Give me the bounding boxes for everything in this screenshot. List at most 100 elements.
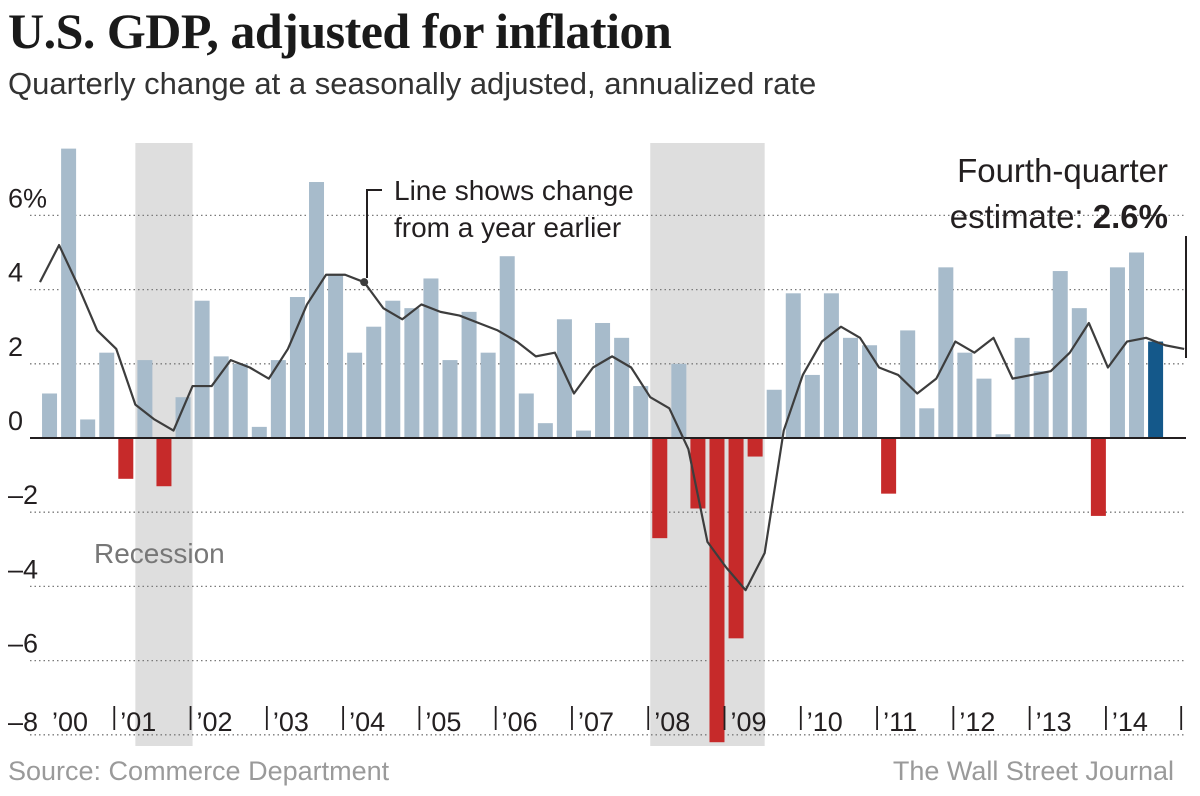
gdp-bar <box>194 300 210 438</box>
gdp-bar <box>80 419 96 438</box>
gdp-bar <box>175 397 191 438</box>
gdp-bar <box>461 311 477 438</box>
y-tick-label: 2 <box>8 332 23 362</box>
estimate-label-text: estimate: <box>950 198 1093 235</box>
year-over-year-line <box>39 243 1185 592</box>
x-tick-label: ’00 <box>52 707 88 737</box>
estimate-annotation: Fourth-quarter estimate: 2.6% <box>950 152 1187 358</box>
gdp-bar <box>556 319 572 438</box>
gdp-bar <box>232 363 248 438</box>
gdp-bar <box>842 337 858 438</box>
gdp-bar <box>404 308 420 438</box>
gdp-bar <box>347 352 363 438</box>
y-tick-label: 0 <box>8 406 23 436</box>
gdp-bar <box>42 393 58 438</box>
gdp-bar <box>919 408 935 438</box>
yoy-line <box>39 243 1185 592</box>
source-note: Source: Commerce Department <box>8 756 390 786</box>
gdp-bar <box>938 267 954 438</box>
estimate-value: 2.6% <box>1093 198 1168 235</box>
x-tick-label: ’06 <box>502 707 538 737</box>
gdp-bar <box>251 426 267 438</box>
gdp-bar <box>633 386 649 438</box>
gdp-bar <box>137 360 153 438</box>
x-tick-label: ’14 <box>1112 707 1148 737</box>
x-tick-label: ’08 <box>654 707 690 737</box>
gdp-bar <box>575 430 591 438</box>
x-tick-label: ’10 <box>807 707 843 737</box>
gdp-bar <box>957 352 973 438</box>
gdp-bar <box>1129 252 1145 438</box>
x-tick-label: ’03 <box>273 707 309 737</box>
x-tick-label: ’07 <box>578 707 614 737</box>
y-tick-label: 6% <box>8 183 47 213</box>
gdp-bar <box>99 352 115 438</box>
x-tick-label: ’02 <box>197 707 233 737</box>
gdp-bar <box>213 356 229 438</box>
gdp-bar <box>270 360 286 438</box>
gdp-bar <box>614 337 630 438</box>
gdp-bar <box>1071 308 1087 438</box>
gdp-bar <box>499 256 515 438</box>
gdp-bar <box>1014 337 1030 438</box>
gdp-bar <box>61 148 77 438</box>
gdp-bar <box>652 438 668 539</box>
gdp-bar <box>766 389 782 438</box>
gdp-bar <box>385 300 401 438</box>
y-tick-label: –6 <box>8 629 38 659</box>
recession-band-2 <box>650 143 765 746</box>
gdp-bar <box>1033 371 1049 438</box>
gdp-bar <box>862 345 878 438</box>
x-tick-label: ’09 <box>731 707 767 737</box>
gdp-bar <box>709 438 725 743</box>
x-tick-label: ’01 <box>120 707 156 737</box>
y-tick-label: –4 <box>8 554 38 584</box>
y-tick-label: 4 <box>8 258 23 288</box>
x-tick-labels: ’00 ’01 ’02 ’03 ’04 ’05 ’06 ’07 ’08 ’09 ’10 ’11 ’12 ’… <box>52 706 1183 737</box>
gdp-bar <box>480 352 496 438</box>
gdp-bar <box>518 393 534 438</box>
gdp-bar <box>785 293 801 438</box>
latest-estimate-bar <box>1148 341 1164 438</box>
gdp-bar <box>118 438 134 479</box>
gdp-bar <box>804 374 820 438</box>
y-tick-labels: 6% 4 2 0 –2 –4 –6 –8 <box>8 183 47 737</box>
recession-bands <box>135 143 765 746</box>
gdp-bar <box>366 326 382 438</box>
estimate-label-line-1: Fourth-quarter <box>957 152 1168 189</box>
chart-title: U.S. GDP, adjusted for inflation <box>8 3 672 59</box>
gdp-bar <box>747 438 763 457</box>
gdp-bar <box>423 278 439 438</box>
line-note-line-1: Line shows change <box>394 175 634 206</box>
x-tick-label: ’11 <box>883 707 917 737</box>
gdp-bar <box>595 322 611 438</box>
gdp-bar <box>1052 271 1068 438</box>
gdp-bar <box>1090 438 1106 516</box>
gdp-bar <box>881 438 897 494</box>
gdp-bar <box>309 182 325 438</box>
x-tick-label: ’12 <box>959 707 995 737</box>
gdp-bar <box>823 293 839 438</box>
recession-label: Recession <box>94 538 225 569</box>
x-tick-label: ’05 <box>425 707 461 737</box>
gdp-bar <box>976 378 992 438</box>
y-tick-label: –2 <box>8 480 38 510</box>
quarterly-bars <box>42 148 1164 743</box>
estimate-label-line-2: estimate: 2.6% <box>950 198 1168 235</box>
gdp-bar <box>690 438 706 509</box>
gdp-bar <box>156 438 172 487</box>
x-tick-label: ’13 <box>1036 707 1072 737</box>
annotation-leader <box>366 189 382 278</box>
gridlines <box>30 214 1186 736</box>
y-tick-label: –8 <box>8 707 38 737</box>
gdp-bar <box>442 360 458 438</box>
gdp-bar <box>537 423 553 438</box>
publisher-credit: The Wall Street Journal <box>892 756 1174 786</box>
gdp-bar <box>328 274 344 438</box>
gdp-bar <box>995 434 1011 438</box>
x-tick-label: ’04 <box>349 707 385 737</box>
line-annotation: Line shows change from a year earlier <box>366 175 634 278</box>
gdp-bar <box>289 297 305 438</box>
line-note-line-2: from a year earlier <box>394 212 621 243</box>
